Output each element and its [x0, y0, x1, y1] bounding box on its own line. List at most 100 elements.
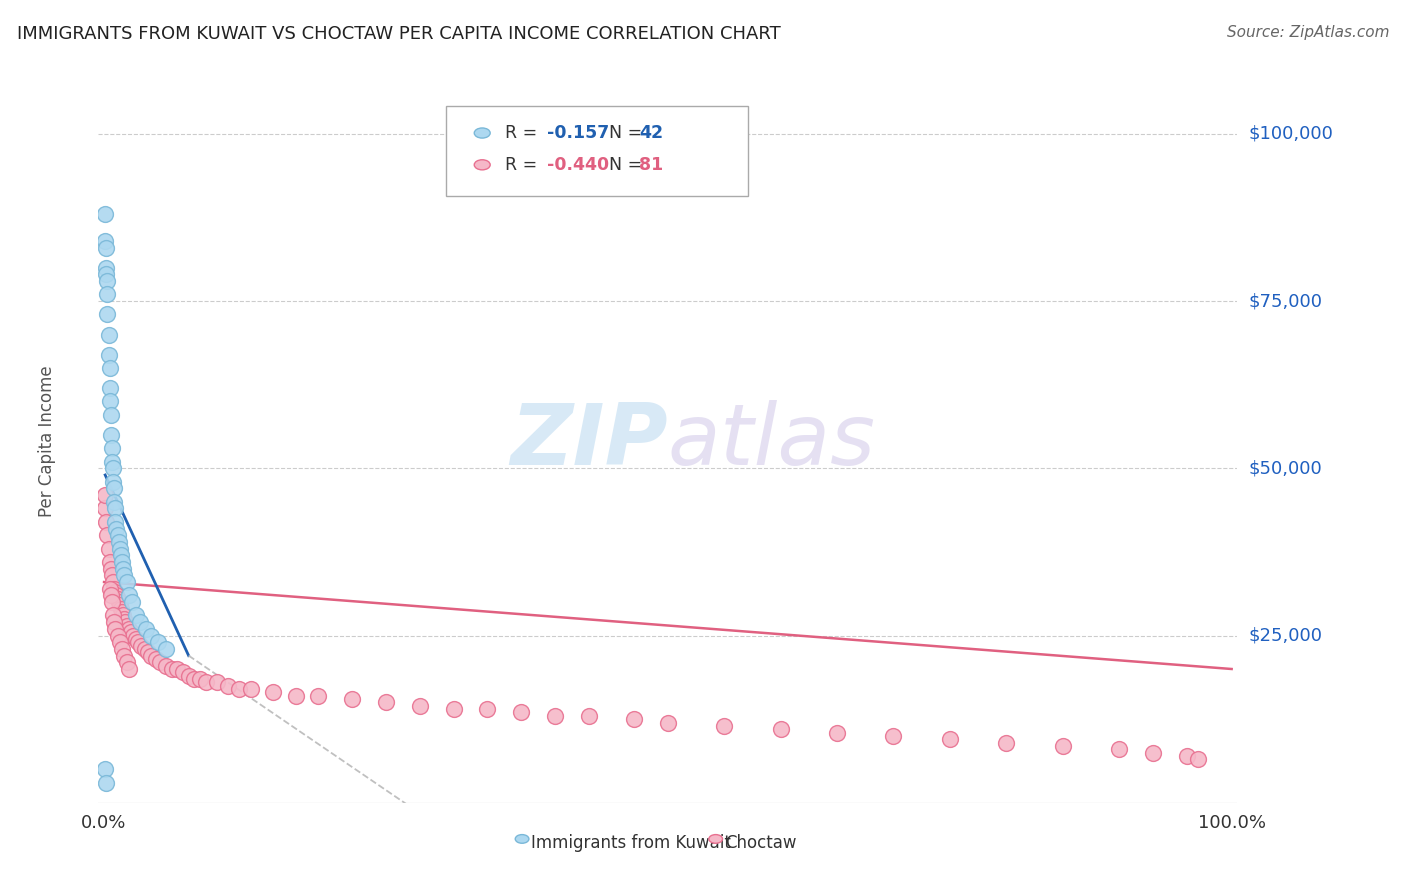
Point — [105, 521, 128, 535]
Point — [101, 608, 124, 623]
Point — [375, 696, 398, 710]
Text: atlas: atlas — [668, 400, 876, 483]
Point — [108, 599, 131, 613]
Point — [100, 589, 122, 603]
Point — [149, 655, 172, 669]
Point — [882, 729, 904, 743]
Point — [94, 207, 117, 221]
Point — [114, 615, 136, 630]
Text: $100,000: $100,000 — [1249, 125, 1333, 143]
Point — [107, 528, 129, 542]
Text: R =: R = — [505, 156, 543, 174]
Point — [100, 427, 122, 442]
Point — [97, 541, 120, 556]
Text: Source: ZipAtlas.com: Source: ZipAtlas.com — [1226, 25, 1389, 40]
Point — [510, 706, 533, 720]
Point — [111, 605, 134, 619]
Point — [101, 575, 124, 590]
Point — [101, 595, 124, 609]
Circle shape — [515, 835, 529, 843]
Point — [148, 635, 170, 649]
Text: Choctaw: Choctaw — [725, 833, 796, 852]
Point — [107, 534, 129, 549]
Point — [262, 685, 284, 699]
Point — [100, 408, 122, 422]
Point — [115, 575, 138, 590]
FancyBboxPatch shape — [446, 105, 748, 196]
Point — [141, 648, 163, 663]
Point — [98, 381, 121, 395]
Point — [107, 595, 129, 609]
Point — [129, 615, 152, 630]
Point — [110, 548, 132, 563]
Point — [98, 394, 121, 409]
Point — [101, 454, 124, 469]
Circle shape — [474, 160, 491, 169]
Point — [104, 501, 127, 516]
Point — [104, 515, 127, 529]
Point — [141, 628, 163, 642]
Text: -0.157: -0.157 — [547, 124, 609, 142]
Point — [160, 662, 183, 676]
Point — [94, 234, 117, 248]
Point — [183, 672, 205, 686]
Point — [111, 642, 134, 657]
Text: ZIP: ZIP — [510, 400, 668, 483]
Point — [104, 585, 127, 599]
Text: -0.440: -0.440 — [547, 156, 609, 174]
Text: N =: N = — [599, 156, 648, 174]
Point — [129, 639, 152, 653]
Point — [111, 555, 134, 569]
Text: N =: N = — [599, 124, 648, 142]
Text: 81: 81 — [640, 156, 664, 174]
Point — [134, 642, 156, 657]
Point — [96, 307, 118, 321]
Point — [97, 327, 120, 342]
Point — [205, 675, 228, 690]
Point — [97, 348, 120, 362]
Point — [112, 562, 135, 576]
Point — [112, 568, 135, 582]
Point — [995, 735, 1018, 749]
Point — [155, 658, 177, 673]
Point — [307, 689, 329, 703]
Point — [118, 622, 141, 636]
Point — [228, 681, 250, 696]
Point — [101, 461, 124, 475]
Point — [938, 732, 960, 747]
Point — [239, 681, 262, 696]
Text: Per Capita Income: Per Capita Income — [38, 366, 56, 517]
Point — [96, 268, 118, 282]
Point — [115, 655, 138, 669]
Point — [825, 725, 848, 739]
Point — [1052, 739, 1074, 753]
Point — [120, 625, 142, 640]
Circle shape — [709, 835, 723, 843]
Point — [98, 361, 121, 376]
Point — [107, 628, 129, 642]
Point — [578, 708, 600, 723]
Point — [118, 662, 141, 676]
Point — [544, 708, 567, 723]
Point — [94, 488, 117, 502]
Point — [112, 648, 135, 663]
Point — [112, 612, 135, 626]
Point — [1175, 749, 1198, 764]
Text: 42: 42 — [640, 124, 664, 142]
Point — [713, 719, 735, 733]
Circle shape — [474, 128, 491, 138]
Point — [105, 589, 128, 603]
Point — [443, 702, 465, 716]
Point — [98, 555, 121, 569]
Point — [124, 632, 146, 646]
Point — [101, 441, 124, 455]
Text: R =: R = — [505, 124, 543, 142]
Point — [188, 672, 211, 686]
Point — [98, 582, 121, 596]
Point — [96, 240, 118, 255]
Point — [112, 608, 135, 623]
Point — [96, 274, 118, 288]
Point — [477, 702, 499, 716]
Point — [177, 669, 200, 683]
Point — [103, 494, 125, 508]
